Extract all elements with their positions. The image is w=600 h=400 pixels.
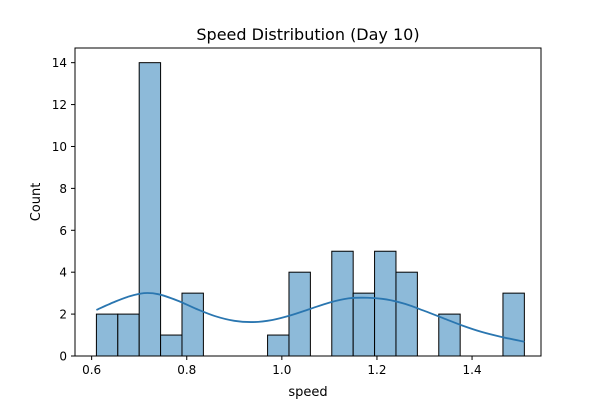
- histogram-bar: [502, 292, 525, 357]
- chart-title: Speed Distribution (Day 10): [196, 25, 419, 44]
- histogram-bar: [181, 292, 204, 357]
- histogram-bar: [395, 271, 418, 357]
- x-tick-label: 1.2: [367, 363, 386, 377]
- y-tick-label: 14: [52, 56, 67, 70]
- y-tick-label: 6: [59, 224, 67, 238]
- y-axis-label: Count: [29, 183, 44, 222]
- x-tick-label: 1.4: [463, 363, 482, 377]
- y-tick-label: 2: [59, 308, 67, 322]
- histogram-bar: [374, 250, 397, 357]
- x-tick-label: 0.6: [82, 363, 101, 377]
- y-tick-label: 4: [59, 266, 67, 280]
- x-axis-ticks: 0.6 0.8 1.0 1.2 1.4: [82, 356, 482, 377]
- histogram-bar: [331, 250, 354, 357]
- histogram-bar: [138, 62, 162, 357]
- x-tick-label: 0.8: [177, 363, 196, 377]
- histogram-bar: [267, 334, 290, 357]
- y-tick-label: 8: [59, 182, 67, 196]
- histogram-bar: [160, 334, 183, 357]
- histogram-bar: [117, 313, 140, 357]
- histogram-bar: [95, 313, 119, 357]
- kde-curve: [96, 292, 525, 343]
- plot-frame: [74, 47, 542, 357]
- y-tick-label: 10: [52, 140, 67, 154]
- bars-group: [95, 62, 525, 357]
- y-tick-label: 12: [52, 98, 67, 112]
- y-axis-ticks: 0 2 4 6 8 10 12 14: [52, 56, 75, 364]
- y-tick-label: 0: [59, 350, 67, 364]
- x-tick-label: 1.0: [272, 363, 291, 377]
- x-axis-label: speed: [288, 385, 327, 400]
- histogram-bar: [352, 292, 376, 357]
